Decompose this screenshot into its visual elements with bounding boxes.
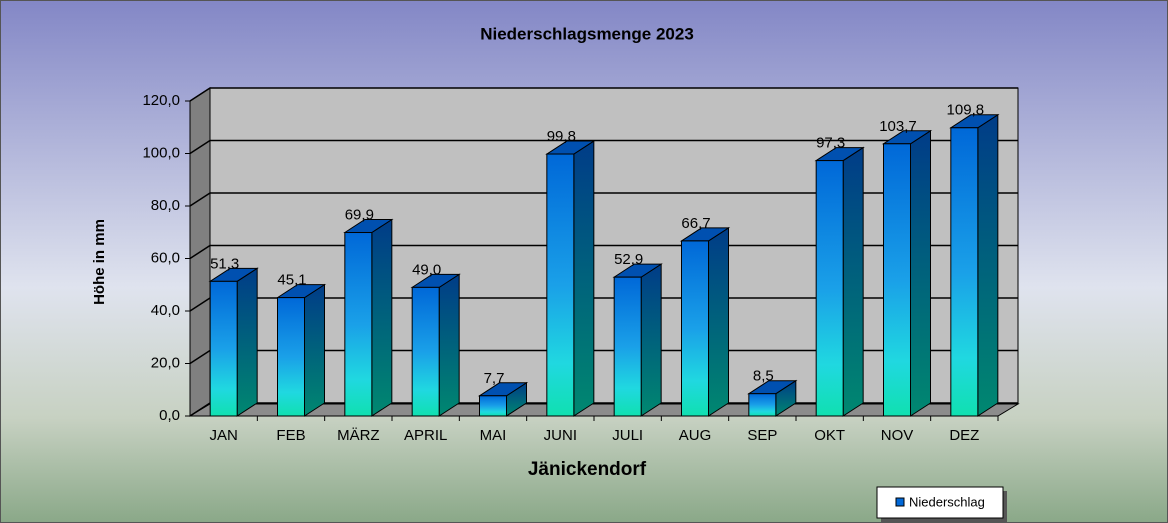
y-tick-label: 60,0 <box>151 249 180 266</box>
y-tick-label: 80,0 <box>151 197 180 214</box>
value-label: 8,5 <box>753 368 774 385</box>
bar-front <box>748 393 777 417</box>
y-tick-label: 20,0 <box>151 354 180 371</box>
bar-side <box>640 263 662 417</box>
legend-label: Niederschlag <box>909 494 985 509</box>
bar <box>747 379 798 417</box>
x-tick-label: NOV <box>881 427 914 444</box>
legend-swatch <box>895 497 905 507</box>
bar-front <box>681 240 709 417</box>
y-tick-label: 40,0 <box>151 302 180 319</box>
bar-side <box>977 113 999 417</box>
bar-side <box>371 218 393 417</box>
grid-line <box>189 244 1018 260</box>
bar <box>275 283 327 417</box>
x-tick-label: JUNI <box>544 427 577 444</box>
y-tick-label: 0,0 <box>159 407 180 424</box>
grid-line <box>189 192 1018 207</box>
x-tick-label: MÄRZ <box>337 427 380 444</box>
bar <box>881 129 933 417</box>
bar-side <box>708 226 729 417</box>
y-axis-label: Höhe in mm <box>91 219 108 305</box>
bar <box>410 273 461 417</box>
bar <box>814 146 865 417</box>
bar-front <box>546 153 575 417</box>
chart-title: Niederschlagsmenge 2023 <box>480 24 694 43</box>
value-label: 66,7 <box>681 215 710 232</box>
value-label: 99,8 <box>547 128 576 145</box>
y-tick-label: 100,0 <box>142 144 180 161</box>
value-label: 103,7 <box>879 118 917 135</box>
bar-front <box>209 280 238 417</box>
bar-front <box>411 286 440 417</box>
bar <box>612 263 663 417</box>
value-label: 49,0 <box>412 261 441 278</box>
value-label: 51,3 <box>210 255 239 272</box>
value-label: 97,3 <box>816 135 845 152</box>
x-tick-label: FEB <box>276 427 305 444</box>
bar-front <box>479 395 507 417</box>
value-label: 52,9 <box>614 251 643 268</box>
x-tick-label: JULI <box>612 427 643 444</box>
x-tick-label: SEP <box>747 427 777 444</box>
bar <box>477 381 529 417</box>
bar-front <box>883 143 911 417</box>
x-tick-label: MAI <box>480 427 507 444</box>
bar-side <box>910 129 931 417</box>
value-label: 109,8 <box>947 102 985 119</box>
bar <box>679 226 731 417</box>
bar-front <box>950 127 979 417</box>
x-tick-label: DEZ <box>949 427 979 444</box>
x-tick-label: JAN <box>209 427 237 444</box>
bar <box>343 218 394 417</box>
bar-side <box>573 140 595 417</box>
bar-front <box>613 276 642 417</box>
bar-side <box>438 273 460 417</box>
bar-side <box>236 267 258 417</box>
bar <box>949 113 1000 417</box>
bar-front <box>277 297 305 417</box>
x-tick-label: OKT <box>814 427 845 444</box>
x-axis-label: Jänickendorf <box>528 459 647 480</box>
value-label: 45,1 <box>277 272 306 289</box>
x-tick-label: AUG <box>679 427 712 444</box>
y-tick-label: 120,0 <box>142 92 180 109</box>
bar-side <box>842 146 864 417</box>
bar-side <box>304 283 325 417</box>
value-label: 69,9 <box>345 206 374 223</box>
value-label: 7,7 <box>484 370 505 387</box>
bar-front <box>815 160 844 417</box>
bar-front <box>344 232 373 417</box>
bar <box>545 140 596 417</box>
x-tick-label: APRIL <box>404 427 447 444</box>
grid-line <box>189 139 1018 155</box>
grid-line <box>189 87 1018 102</box>
bar <box>208 267 259 417</box>
